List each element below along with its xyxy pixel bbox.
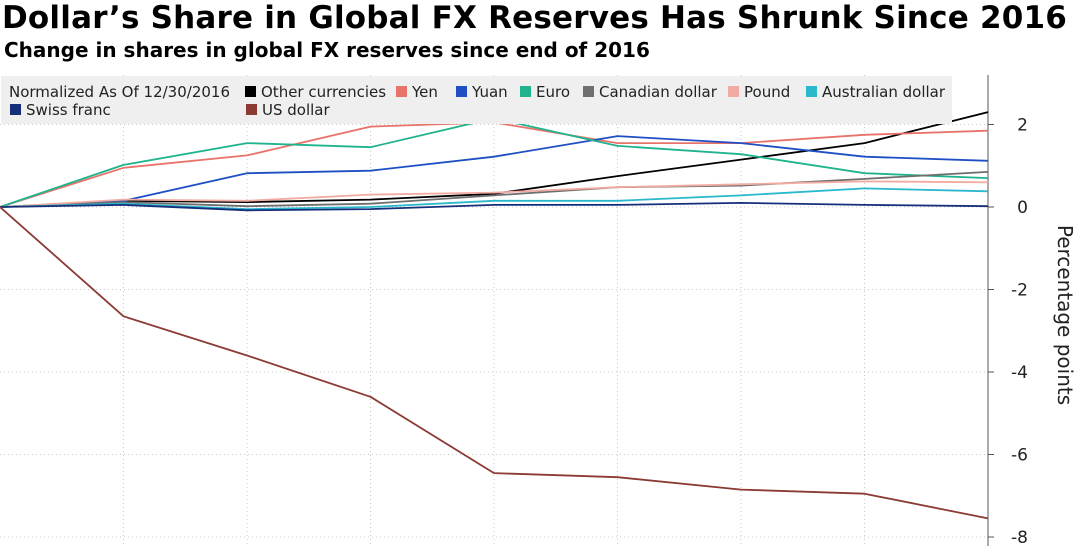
legend-label-us-dollar: US dollar [262, 101, 330, 119]
legend-label-pound: Pound [744, 83, 790, 101]
legend-swatch-swiss-franc [10, 104, 21, 115]
chart-subtitle: Change in shares in global FX reserves s… [4, 38, 650, 62]
y-tick-label: -4 [1011, 363, 1028, 383]
legend-background [1, 76, 952, 124]
legend: Normalized As Of 12/30/2016 Other currenc… [1, 76, 952, 124]
legend-label-swiss-franc: Swiss franc [26, 101, 111, 119]
legend-swatch-us-dollar [246, 104, 257, 115]
y-axis-ticks: 2 0 -2 -4 -6 -8 [988, 116, 1028, 546]
legend-swatch-australian-dollar [806, 86, 817, 97]
legend-label-euro: Euro [536, 83, 570, 101]
y-axis-title: Percentage points [1053, 225, 1077, 405]
series-line-yuan [0, 135, 989, 208]
series-line-swiss-franc [0, 201, 989, 212]
legend-label-australian-dollar: Australian dollar [822, 83, 946, 101]
legend-swatch-yuan [456, 86, 467, 97]
series-line-us-dollar [0, 206, 989, 520]
legend-label-yen: Yen [411, 83, 438, 101]
legend-swatch-canadian-dollar [583, 86, 594, 97]
y-tick-label: -8 [1011, 528, 1028, 546]
legend-label-canadian-dollar: Canadian dollar [599, 83, 718, 101]
legend-swatch-pound [728, 86, 739, 97]
y-tick-label: 0 [1017, 198, 1028, 218]
chart-title: Dollar’s Share in Global FX Reserves Has… [2, 0, 1068, 36]
legend-label-yuan: Yuan [471, 83, 508, 101]
legend-swatch-euro [520, 86, 531, 97]
series-line-other-currencies [0, 111, 989, 208]
legend-swatch-yen [396, 86, 407, 97]
y-tick-label: 2 [1017, 116, 1028, 136]
series-lines [0, 111, 989, 520]
y-tick-label: -6 [1011, 446, 1028, 466]
legend-label-other-currencies: Other currencies [261, 83, 386, 101]
y-tick-label: -2 [1011, 281, 1028, 301]
series-line-australian-dollar [0, 187, 989, 211]
legend-swatch-other-currencies [245, 86, 256, 97]
legend-note: Normalized As Of 12/30/2016 [9, 83, 230, 101]
series-line-canadian-dollar [0, 171, 989, 208]
series-line-pound [0, 180, 989, 208]
